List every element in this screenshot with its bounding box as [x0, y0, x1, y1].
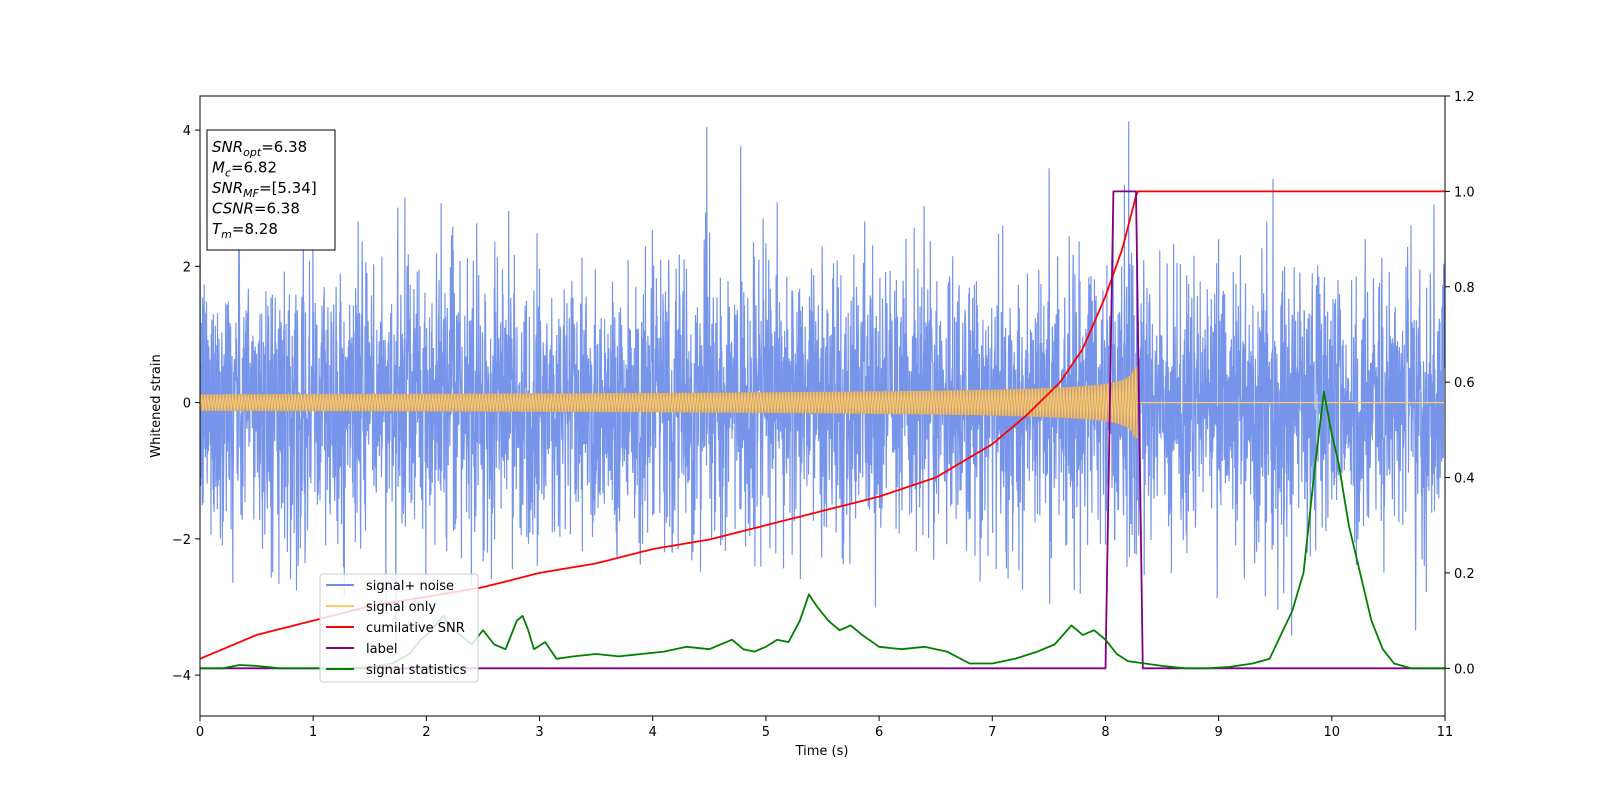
y-tick-label: −2 — [172, 533, 191, 548]
y-tick-label: 2 — [183, 260, 191, 275]
y2-tick-label: 0.8 — [1454, 281, 1475, 296]
annotation-line: CSNR=6.38 — [212, 200, 300, 218]
annotation-line: SNRMF=[5.34] — [212, 179, 317, 200]
x-tick-label: 9 — [1214, 725, 1222, 740]
x-tick-label: 0 — [196, 725, 204, 740]
y2-tick-label: 0.0 — [1454, 662, 1475, 677]
y-tick-label: −4 — [172, 669, 191, 684]
legend: signal+ noise signal only cumilative SNR la… — [319, 573, 479, 683]
legend-label: signal+ noise — [366, 579, 454, 594]
legend-label: signal only — [366, 600, 436, 615]
legend-label: signal statistics — [366, 663, 467, 678]
x-tick-label: 8 — [1101, 725, 1109, 740]
y-tick-label: 0 — [183, 397, 191, 412]
annotation-line: Tm=8.28 — [212, 220, 278, 241]
x-tick-label: 6 — [875, 725, 883, 740]
x-tick-label: 1 — [309, 725, 317, 740]
legend-frame — [319, 573, 479, 683]
axes-frame — [199, 95, 1446, 717]
series-signal-only-oscillation — [200, 366, 1138, 439]
y2-tick-label: 0.2 — [1454, 567, 1475, 582]
annotation-line: Mc=6.82 — [212, 159, 277, 180]
x-tick-label: 4 — [649, 725, 657, 740]
y-axis-left: −4 −2 0 2 4 — [172, 124, 200, 684]
y2-tick-label: 1.0 — [1454, 185, 1475, 200]
series-signal-noise — [200, 121, 1445, 655]
legend-label: cumilative SNR — [366, 621, 465, 636]
y2-tick-label: 1.2 — [1454, 90, 1475, 105]
y2-tick-label: 0.4 — [1454, 472, 1475, 487]
y2-tick-label: 0.6 — [1454, 376, 1475, 391]
x-tick-label: 10 — [1324, 725, 1341, 740]
annotation-frame — [206, 129, 336, 251]
x-tick-label: 11 — [1437, 725, 1454, 740]
y-tick-label: 4 — [183, 124, 191, 139]
x-tick-label: 3 — [535, 725, 543, 740]
x-tick-label: 5 — [762, 725, 770, 740]
annotation-line: SNRopt=6.38 — [212, 138, 307, 159]
x-tick-label: 7 — [988, 725, 996, 740]
y-axis-label: Whitened strain — [149, 354, 164, 457]
x-axis-label: Time (s) — [795, 744, 849, 759]
x-axis: 0 1 2 3 4 5 6 7 8 9 10 11 — [196, 716, 1453, 740]
x-tick-label: 2 — [422, 725, 430, 740]
legend-label: label — [366, 642, 397, 657]
y-axis-right: 0.0 0.2 0.4 0.6 0.8 1.0 1.2 — [1445, 90, 1475, 677]
